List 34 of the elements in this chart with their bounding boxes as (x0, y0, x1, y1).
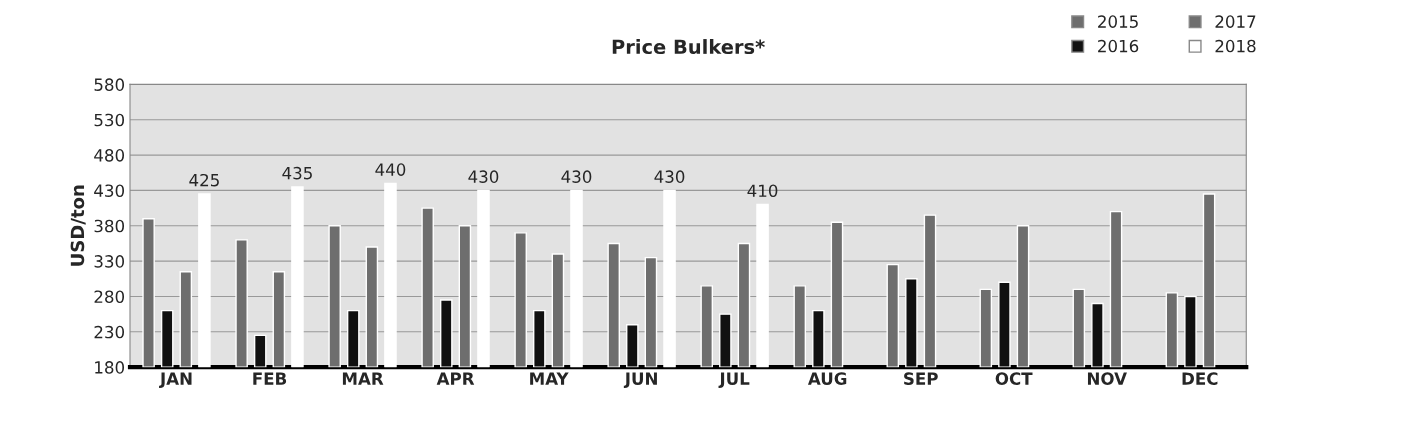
y-tick-label: 380 (94, 219, 125, 233)
y-tick-label: 430 (94, 184, 125, 197)
y-axis-title: USD/ton (70, 185, 86, 266)
x-tick-label: SEP (904, 372, 938, 385)
y-tick-label: 330 (94, 255, 125, 268)
y-tick-label: 230 (94, 325, 125, 339)
x-tick-label: MAY (530, 372, 569, 385)
x-tick-label: JAN (159, 372, 192, 388)
x-tick-label: NOV (1087, 372, 1127, 385)
x-tick-label: DEC (1182, 372, 1218, 385)
x-tick-label: FEB (253, 372, 287, 385)
data-label: 410 (747, 184, 778, 198)
data-label: 435 (282, 166, 312, 180)
x-tick-label: MAR (342, 372, 384, 385)
data-label: 430 (654, 170, 685, 183)
data-label: 430 (468, 170, 499, 183)
legend-label: 2018 (1215, 39, 1256, 53)
legend-label: 2015 (1098, 15, 1138, 28)
y-tick-label: 280 (94, 290, 125, 304)
y-tick-label: 480 (94, 149, 125, 162)
y-tick-label: 580 (94, 78, 125, 91)
x-tick-label: OCT (995, 372, 1033, 385)
x-tick-label: JUN (623, 372, 657, 388)
x-tick-label: JUL (718, 372, 750, 388)
legend-label: 2016 (1098, 39, 1139, 53)
y-tick-label: 530 (94, 113, 125, 127)
data-label: 440 (375, 163, 406, 176)
x-tick-label: AUG (807, 372, 847, 385)
chart-title: Price Bulkers* (612, 39, 765, 55)
x-tick-label: APR (436, 372, 475, 385)
y-tick-label: 180 (95, 361, 125, 374)
legend-label: 2017 (1215, 15, 1256, 28)
data-label: 425 (189, 173, 219, 187)
data-label: 430 (561, 170, 592, 183)
